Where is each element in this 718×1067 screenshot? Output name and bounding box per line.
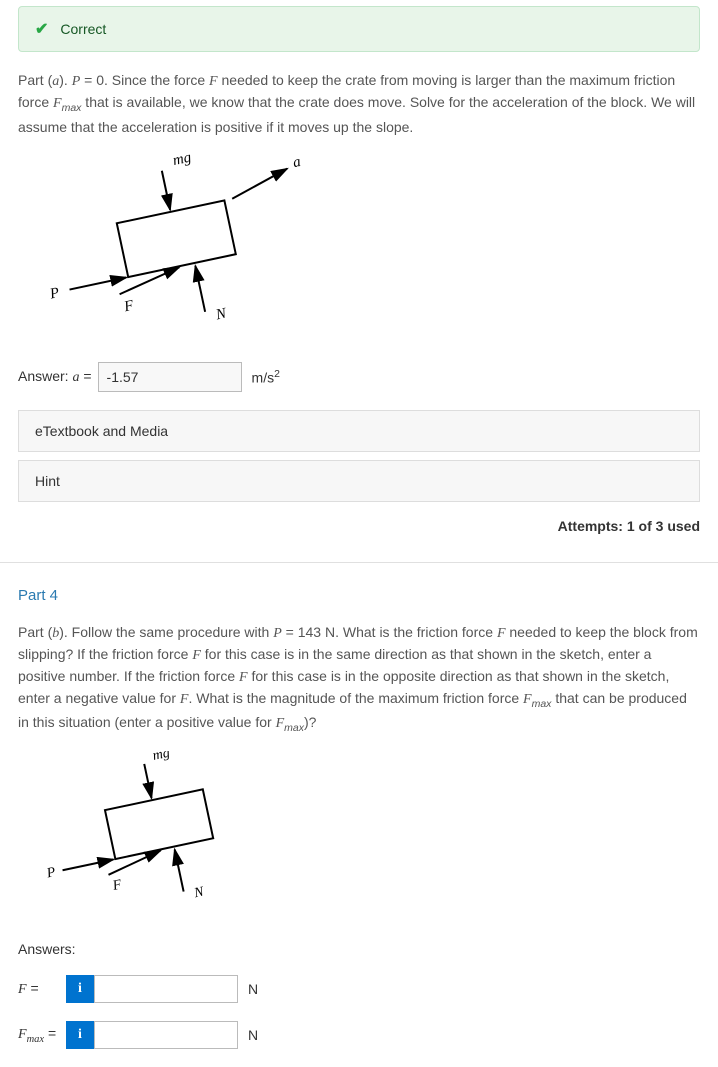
part-b-text: Part (b). Follow the same procedure with… xyxy=(18,622,700,737)
svg-text:mg: mg xyxy=(151,751,171,764)
svg-text:N: N xyxy=(214,305,229,323)
var-F-label: F = xyxy=(18,980,66,998)
etextbook-button[interactable]: eTextbook and Media xyxy=(18,410,700,452)
figure-part-a: mg a P F N xyxy=(24,152,700,332)
svg-text:F: F xyxy=(122,297,136,315)
answer-row-Fmax: Fmax = i N xyxy=(18,1021,700,1049)
unit-Fmax: N xyxy=(248,1027,258,1043)
attempts-text: Attempts: 1 of 3 used xyxy=(18,518,700,534)
svg-text:N: N xyxy=(192,884,206,901)
answer-input-a[interactable] xyxy=(98,362,242,392)
svg-text:P: P xyxy=(44,865,57,882)
answer-label: Answer: a = xyxy=(18,368,92,386)
correct-banner: ✔ Correct xyxy=(18,6,700,52)
info-button-F[interactable]: i xyxy=(66,975,94,1003)
info-button-Fmax[interactable]: i xyxy=(66,1021,94,1049)
divider xyxy=(0,562,718,563)
answer-input-Fmax[interactable] xyxy=(94,1021,238,1049)
answer-row-a: Answer: a = m/s2 xyxy=(18,362,700,392)
unit-F: N xyxy=(248,981,258,997)
part4-title: Part 4 xyxy=(18,587,700,604)
figure-part-b: mg P F N xyxy=(24,751,700,911)
answer-unit: m/s2 xyxy=(252,368,280,386)
correct-label: Correct xyxy=(60,21,106,37)
svg-text:F: F xyxy=(111,877,124,894)
svg-text:mg: mg xyxy=(171,152,193,169)
answer-row-F: F = i N xyxy=(18,975,700,1003)
part-a-text: Part (a). P = 0. Since the force F neede… xyxy=(18,70,700,138)
hint-button[interactable]: Hint xyxy=(18,460,700,502)
svg-text:P: P xyxy=(48,284,61,302)
check-icon: ✔ xyxy=(35,19,48,39)
answers-label: Answers: xyxy=(18,941,700,957)
var-Fmax-label: Fmax = xyxy=(18,1025,66,1045)
answer-input-F[interactable] xyxy=(94,975,238,1003)
svg-text:a: a xyxy=(291,153,302,170)
